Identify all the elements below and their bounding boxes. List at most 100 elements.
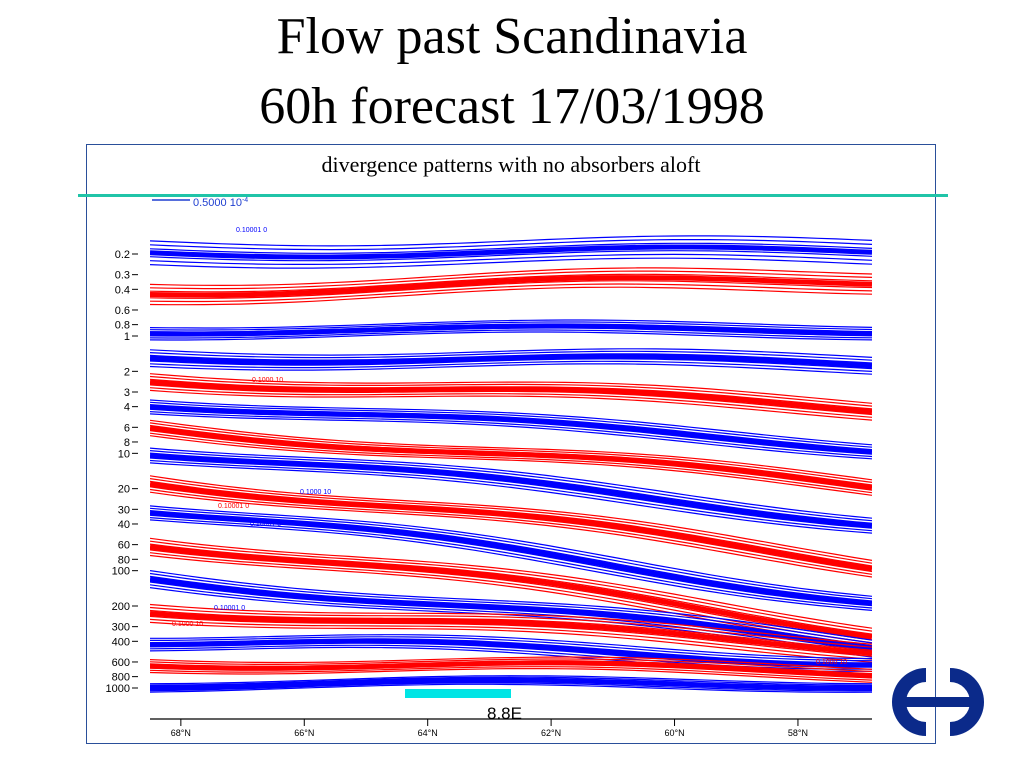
contour-line-positive (150, 491, 872, 578)
contour-bands (150, 235, 872, 693)
contour-line-negative (150, 235, 872, 247)
contour-line-negative (150, 404, 872, 455)
contour-line-negative (150, 581, 872, 653)
contour-line-positive (150, 384, 872, 416)
x-tick-label: 62°N (541, 728, 561, 738)
contour-value-label: 0.1000 10 (172, 621, 203, 628)
contour-line-positive (150, 267, 872, 287)
contour-line-positive (150, 430, 872, 491)
contour-line-positive (150, 615, 872, 657)
contour-line-positive (150, 660, 872, 679)
contour-line-positive (150, 486, 872, 573)
contour-line-negative (150, 319, 872, 329)
contour-value-label: 0.1000 10 (252, 377, 283, 384)
contour-line-negative (150, 634, 872, 660)
y-tick-label: 8 (124, 437, 130, 449)
contour-line-negative (150, 584, 872, 655)
contour-line-positive (150, 379, 872, 415)
contour-line-positive (150, 475, 872, 561)
contour-line-negative (150, 257, 872, 269)
y-tick-label: 400 (112, 636, 130, 648)
contour-value-label: 0.10001 0 (236, 227, 267, 234)
y-tick-label: 0.4 (115, 284, 130, 296)
x-tick-label: 66°N (294, 728, 314, 738)
contour-line-positive (150, 658, 872, 673)
contour-line-positive (150, 387, 872, 418)
contour-line-negative (150, 323, 872, 337)
contour-line-negative (150, 321, 872, 331)
contour-line-negative (150, 519, 872, 611)
contour-line-positive (150, 544, 872, 640)
contour-line-positive (150, 664, 872, 679)
contour-line-negative (150, 450, 872, 522)
contour-line-negative (150, 348, 872, 358)
contour-line-positive (150, 549, 872, 641)
contour-line-negative (150, 636, 872, 662)
contour-line-negative (150, 331, 872, 341)
y-tick-label: 40 (118, 519, 130, 531)
contour-value-label: 0.10001 0 (250, 521, 281, 528)
contour-line-negative (150, 459, 872, 532)
contour-line-negative (150, 244, 872, 260)
contour-line-positive (150, 668, 872, 683)
slide-title-line2: 60h forecast 17/03/1998 (259, 78, 765, 135)
contour-line-positive (150, 606, 872, 648)
y-tick-label: 3 (124, 387, 130, 399)
contour-line-positive (150, 552, 872, 644)
contour-line-negative (150, 413, 872, 460)
y-tick-label: 60 (118, 540, 130, 552)
contour-line-positive (150, 275, 872, 298)
contour-line-negative (150, 350, 872, 361)
contour-line-positive (150, 283, 872, 303)
y-tick-label: 200 (112, 601, 130, 613)
contour-line-positive (150, 478, 872, 564)
contour-line-positive (150, 611, 872, 656)
contour-line-positive (150, 481, 872, 572)
contour-line-negative (150, 638, 872, 668)
y-tick-label: 20 (118, 484, 130, 496)
contour-line-negative (150, 358, 872, 370)
contour-line-negative (150, 462, 872, 534)
contour-line-negative (150, 570, 872, 641)
contour-line-negative (150, 510, 872, 606)
contour-line-negative (150, 675, 872, 685)
panel-label: 8.8E (487, 704, 522, 723)
y-tick-label: 0.8 (115, 320, 130, 332)
contour-line-negative (150, 682, 872, 692)
contour-line-positive (150, 543, 872, 635)
contour-line-negative (150, 411, 872, 458)
contour-line-positive (150, 666, 872, 681)
contour-line-negative (150, 683, 872, 693)
contour-value-label: 0.1000 10 (300, 489, 331, 496)
y-tick-label: 2 (124, 366, 130, 378)
contour-line-negative (150, 447, 872, 519)
contour-line-negative (150, 576, 872, 652)
contour-line-positive (150, 435, 872, 496)
y-tick-label: 0.3 (115, 270, 130, 282)
contour-line-positive (150, 373, 872, 404)
contour-line-negative (150, 517, 872, 609)
y-tick-label: 300 (112, 622, 130, 634)
y-tick-label: 10 (118, 448, 130, 460)
divider-rule (78, 194, 948, 197)
contour-line-negative (150, 408, 872, 455)
y-tick-label: 600 (112, 657, 130, 669)
slide-title-line1: Flow past Scandinavia (276, 8, 748, 65)
contour-line-negative (150, 363, 872, 375)
legend-key-value: 0.5000 10 (193, 197, 242, 209)
contour-line-negative (150, 453, 872, 529)
contour-line-negative (150, 253, 872, 265)
contour-value-label: 0.1000 10 (816, 659, 847, 666)
y-tick-label: 30 (118, 504, 130, 516)
y-tick-label: 6 (124, 422, 130, 434)
contour-line-negative (150, 457, 872, 529)
x-tick-label: 64°N (418, 728, 438, 738)
y-tick-label: 1000 (106, 683, 130, 695)
contour-line-positive (150, 656, 872, 670)
orography (405, 689, 511, 698)
y-tick-label: 4 (124, 402, 130, 414)
contour-line-positive (150, 609, 872, 651)
contour-line-negative (150, 507, 872, 600)
contour-line-positive (150, 537, 872, 629)
